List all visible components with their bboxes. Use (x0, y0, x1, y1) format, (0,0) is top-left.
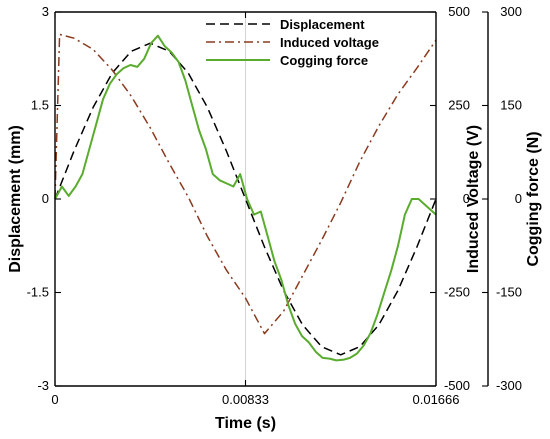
series-line-cogging-force (54, 34, 437, 362)
legend-label-displacement: Displacement (280, 17, 365, 32)
y-tick-label-induced-voltage: -500 (444, 378, 470, 393)
x-tick-label: 0.01666 (413, 392, 460, 407)
x-axis-title: Time (s) (215, 415, 276, 432)
y-tick-label-displacement: -3 (37, 378, 49, 393)
x-tick-label: 0 (51, 392, 58, 407)
legend-label-cogging-force: Cogging force (280, 53, 368, 68)
y-tick-label-cogging-force: 300 (500, 4, 522, 19)
y-tick-label-displacement: 3 (42, 4, 49, 19)
y-tick-label-induced-voltage: 500 (448, 4, 470, 19)
series-line-displacement (54, 42, 437, 356)
y-tick-label-cogging-force: -300 (496, 378, 522, 393)
legend-label-induced-voltage: Induced voltage (280, 35, 379, 50)
y-tick-label-induced-voltage: 250 (448, 98, 470, 113)
series-layer (54, 33, 437, 362)
chart-axes: 0 0.00833 0.01666 3 1.5 0 -1.5 -3 500 250 0 -250 -50… (27, 4, 522, 407)
y-tick-label-cogging-force: 0 (515, 191, 522, 206)
y-tick-label-cogging-force: -150 (496, 285, 522, 300)
y-axis-title-cogging-force: Cogging force (N) (525, 131, 542, 266)
legend: Displacement Induced voltage Cogging for… (206, 17, 379, 68)
series-line-induced-voltage (54, 33, 437, 335)
y-axis-title-displacement: Displacement (mm) (7, 125, 24, 273)
x-tick-label: 0.00833 (222, 392, 269, 407)
y-tick-label-displacement: 1.5 (31, 98, 49, 113)
y-tick-label-cogging-force: 150 (500, 98, 522, 113)
y-tick-label-displacement: 0 (42, 191, 49, 206)
y-axis-title-induced-voltage: Induced Voltage (V) (465, 125, 482, 273)
y-tick-label-induced-voltage: -250 (444, 285, 470, 300)
y-tick-label-displacement: -1.5 (27, 285, 49, 300)
y-tick-label-induced-voltage: 0 (463, 191, 470, 206)
